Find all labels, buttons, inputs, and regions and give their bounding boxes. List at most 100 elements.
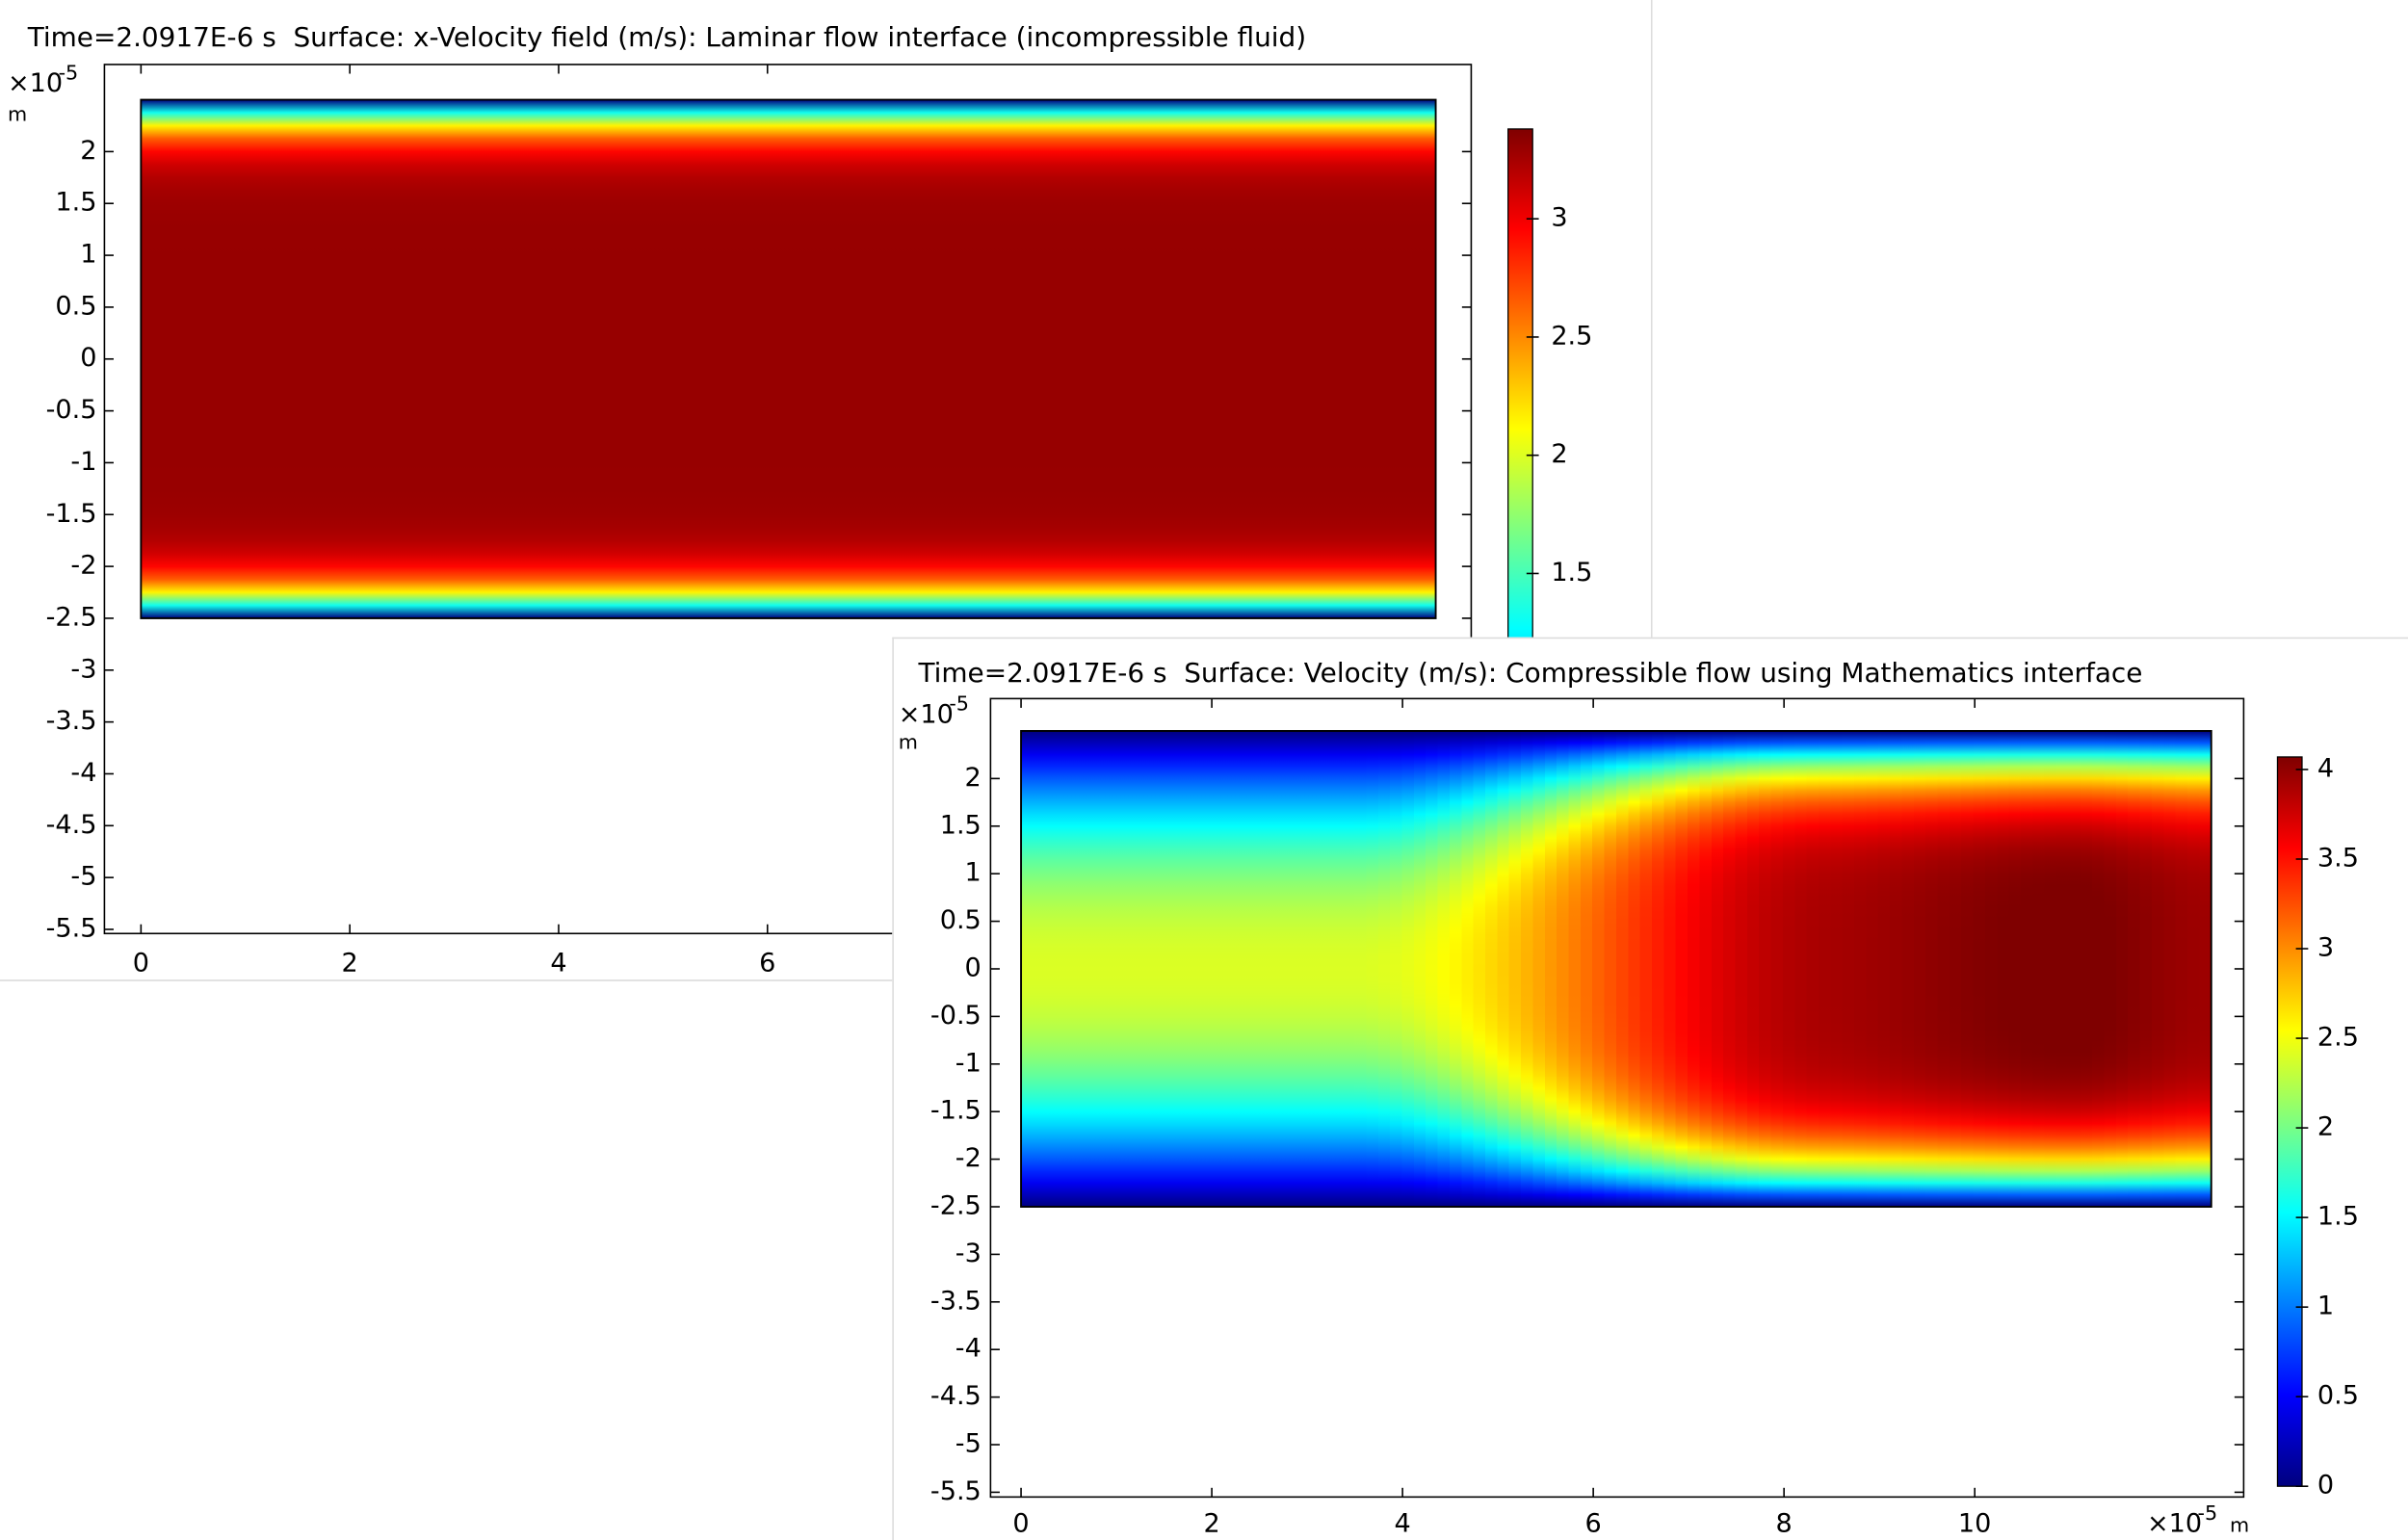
surface-strip — [1497, 730, 1510, 1207]
domain-boundary — [140, 98, 1437, 619]
y-tick-label: -3 — [70, 654, 96, 684]
surface-strip — [1068, 730, 1082, 1207]
surface-strip — [1854, 730, 1868, 1207]
surface-strip — [1413, 730, 1427, 1207]
y-tick-label: 1.5 — [55, 188, 96, 218]
surface-strip — [1818, 730, 1832, 1207]
surface-strip — [1449, 730, 1463, 1207]
axis-unit: m — [8, 103, 27, 126]
surface-strip — [1128, 730, 1141, 1207]
surface-strip — [1675, 730, 1688, 1207]
y-tick-label: 1 — [80, 240, 96, 270]
surface-strip — [1580, 730, 1594, 1207]
surface-strip — [1461, 730, 1475, 1207]
surface-strip — [1473, 730, 1486, 1207]
surface-strip — [1806, 730, 1819, 1207]
surface-strip — [2115, 730, 2130, 1207]
surface-strip — [2068, 730, 2081, 1207]
surface-strip — [1961, 730, 1975, 1207]
y-tick-label: 0.5 — [940, 905, 982, 935]
plot-window: Time=2.0917E-6 s Surface: x-Velocity fie… — [8, 21, 1592, 979]
surface-strip — [1663, 730, 1677, 1207]
surface-strip — [1115, 730, 1130, 1207]
surface-strip — [1877, 730, 1892, 1207]
colorbar-tick-label: 0 — [2317, 1471, 2334, 1501]
surface-strip — [2199, 730, 2212, 1207]
y-tick-label: -0.5 — [46, 395, 97, 425]
surface-strip — [1484, 730, 1499, 1207]
y-tick-label: -4.5 — [930, 1381, 982, 1411]
y-tick-label: 0 — [965, 953, 982, 982]
surface-strip — [1568, 730, 1582, 1207]
x-tick-label: 4 — [1394, 1509, 1410, 1539]
plot-title: Time=2.0917E-6 s Surface: x-Velocity fie… — [27, 21, 1306, 53]
surface-strip — [1759, 730, 1772, 1207]
surface-strip — [1735, 730, 1748, 1207]
surface-strip — [1639, 730, 1653, 1207]
surface-strip — [1092, 730, 1106, 1207]
surface-strip — [1295, 730, 1308, 1207]
axis-multiplier: ×10 — [8, 68, 63, 98]
surface-strip — [2128, 730, 2141, 1207]
surface-strip — [2056, 730, 2070, 1207]
surface-strip — [1211, 730, 1225, 1207]
y-tick-label: -0.5 — [930, 1001, 982, 1031]
surface-strip — [1508, 730, 1523, 1207]
surface-strip — [1592, 730, 1606, 1207]
surface-strip — [1628, 730, 1641, 1207]
surface-strip — [1651, 730, 1665, 1207]
surface-strip — [1246, 730, 1261, 1207]
y-tick-label: 2 — [80, 136, 96, 166]
colorbar-tick-label: 2.5 — [2317, 1023, 2359, 1053]
surface-strip — [1901, 730, 1915, 1207]
axes-frame — [989, 697, 2245, 1499]
surface-strip — [141, 99, 1436, 618]
surface-strip — [1557, 730, 1570, 1207]
y-tick-label: -4.5 — [46, 810, 97, 840]
surface-strip — [1259, 730, 1272, 1207]
surface-strip — [2008, 730, 2022, 1207]
axes-frame — [103, 64, 1473, 935]
y-tick-label: -1 — [955, 1048, 982, 1078]
surface-strip — [1164, 730, 1177, 1207]
y-tick-label: -1 — [70, 447, 96, 477]
surface-strip — [1521, 730, 1534, 1207]
y-tick-label: -4 — [955, 1334, 982, 1364]
surface-strip — [2139, 730, 2153, 1207]
surface-strip — [1139, 730, 1153, 1207]
y-tick-label: -3.5 — [46, 706, 97, 736]
surface-strip — [1270, 730, 1284, 1207]
surface-strip — [1401, 730, 1415, 1207]
surface-strip — [1984, 730, 1999, 1207]
colorbar-tick-label: 4 — [2317, 753, 2334, 783]
colorbar-tick-label: 1.5 — [1551, 558, 1592, 587]
domain-boundary — [1020, 730, 2212, 1208]
surface-strip — [1282, 730, 1296, 1207]
surface-strip — [2104, 730, 2117, 1207]
surface-strip — [1997, 730, 2010, 1207]
x-tick-label: 6 — [1585, 1509, 1602, 1539]
axis-multiplier: ×10 — [2147, 1509, 2202, 1539]
x-tick-label: 8 — [1776, 1509, 1793, 1539]
axis-exponent: -5 — [2198, 1501, 2218, 1525]
surface-strip — [2092, 730, 2106, 1207]
colorbar — [2276, 756, 2303, 1487]
surface-strip — [1794, 730, 1808, 1207]
surface-strip — [1080, 730, 1094, 1207]
y-tick-label: -2.5 — [930, 1191, 982, 1221]
surface-strip — [1711, 730, 1725, 1207]
y-tick-label: -5 — [70, 862, 96, 892]
surface-strip — [1842, 730, 1855, 1207]
surface-strip — [1437, 730, 1451, 1207]
x-tick-label: 0 — [133, 949, 149, 979]
surface-strip — [1532, 730, 1546, 1207]
surface-strip — [1366, 730, 1379, 1207]
surface-strip — [2080, 730, 2094, 1207]
axis-exponent: -5 — [949, 692, 969, 716]
colorbar-tick-label: 3.5 — [2317, 844, 2359, 874]
surface-strip — [1235, 730, 1248, 1207]
y-tick-label: -1.5 — [46, 499, 97, 529]
y-tick-label: -3.5 — [930, 1286, 982, 1316]
surface-strip — [1949, 730, 1963, 1207]
